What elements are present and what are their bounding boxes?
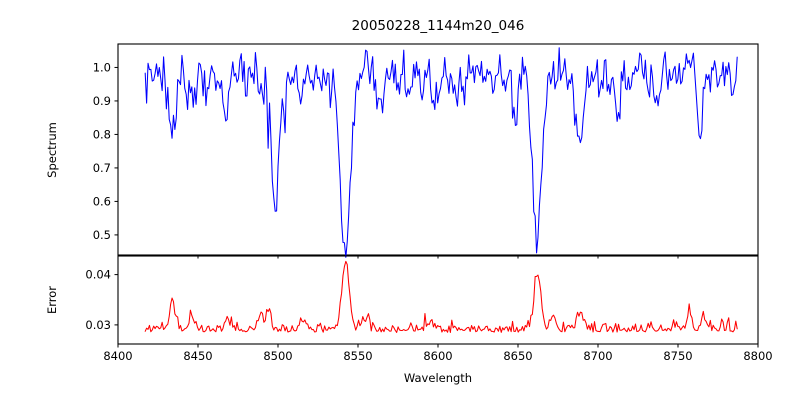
error-data-line	[144, 260, 738, 333]
spectrum-y-axis-label: Spectrum	[45, 122, 59, 178]
error-y-axis-label: Error	[45, 286, 59, 314]
spectrum-y-ticks: 0.5 0.6 0.7 0.8 0.9 1.0	[93, 60, 118, 242]
spectrum-data-line	[144, 47, 738, 258]
y-tick-label: 1.0	[93, 60, 111, 74]
x-tick-label: 8400	[103, 349, 132, 363]
spectrum-panel: 0.5 0.6 0.7 0.8 0.9 1.0 Spectrum	[45, 43, 759, 259]
y-tick-label: 0.5	[93, 228, 111, 242]
x-tick-label: 8600	[423, 349, 452, 363]
y-tick-label: 0.8	[93, 127, 111, 141]
x-axis-label: Wavelength	[404, 371, 472, 385]
x-tick-label: 8750	[663, 349, 692, 363]
error-y-ticks: 0.03 0.04	[85, 268, 118, 332]
figure-title: 20050228_1144m20_046	[352, 18, 525, 34]
y-tick-label: 0.03	[85, 318, 111, 332]
y-tick-label: 0.04	[85, 268, 111, 282]
error-x-ticks: 8400 8450 8500 8550 8600 8650 8700 8750 8800	[103, 344, 773, 363]
x-tick-label: 8800	[743, 349, 772, 363]
x-tick-label: 8550	[343, 349, 372, 363]
x-tick-label: 8450	[183, 349, 212, 363]
error-panel: 0.03 0.04 8400 8450 8500 8550 8600 8650 8700 875…	[45, 255, 773, 385]
x-tick-label: 8700	[583, 349, 612, 363]
y-tick-label: 0.7	[93, 161, 111, 175]
y-tick-label: 0.9	[93, 94, 111, 108]
y-tick-label: 0.6	[93, 194, 111, 208]
x-tick-label: 8500	[263, 349, 292, 363]
x-tick-label: 8650	[503, 349, 532, 363]
